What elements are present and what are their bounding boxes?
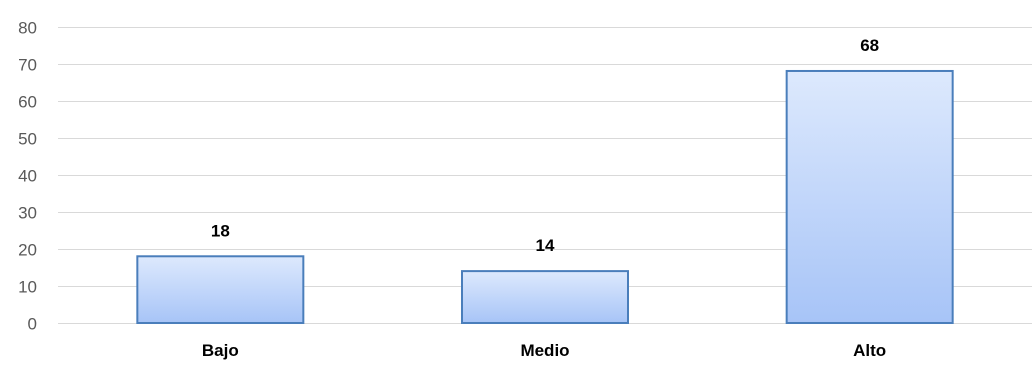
category-label-medio: Medio [520,341,569,360]
y-tick-label-20: 20 [18,241,37,260]
bar-bajo [136,255,305,325]
y-tick-label-40: 40 [18,167,37,186]
bar-medio [461,270,629,324]
bar-alto [785,69,954,324]
y-tick-label-0: 0 [28,315,37,334]
y-tick-label-80: 80 [18,19,37,38]
y-tick-label-70: 70 [18,56,37,75]
y-axis-tick-labels: 0 10 20 30 40 50 60 70 80 [18,19,37,334]
y-tick-label-10: 10 [18,278,37,297]
category-label-alto: Alto [853,341,886,360]
y-tick-label-60: 60 [18,93,37,112]
bars [136,69,954,325]
y-tick-label-50: 50 [18,130,37,149]
data-label-alto: 68 [860,36,879,55]
data-labels: 18 14 68 [211,36,879,255]
y-tick-label-30: 30 [18,204,37,223]
data-label-medio: 14 [536,236,555,255]
x-axis-category-labels: Bajo Medio Alto [202,341,886,360]
category-label-bajo: Bajo [202,341,239,360]
data-label-bajo: 18 [211,221,230,240]
